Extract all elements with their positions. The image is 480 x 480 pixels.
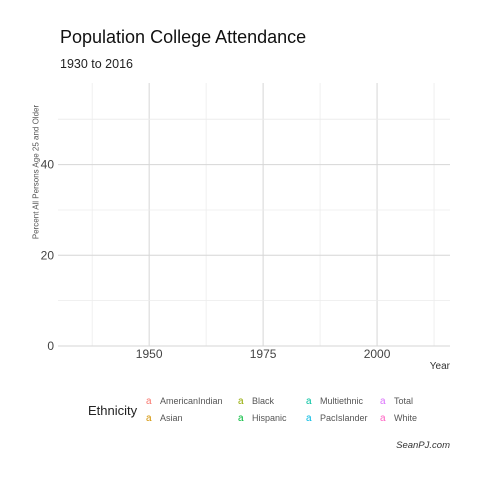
legend-item: a Multiethnic xyxy=(306,393,363,409)
legend-key: a xyxy=(238,411,252,427)
legend-item: a Total xyxy=(380,393,413,409)
legend-item: a PacIslander xyxy=(306,410,368,426)
legend-item: a White xyxy=(380,410,417,426)
legend-key: a xyxy=(306,411,320,427)
x-tick-label: 2000 xyxy=(364,347,391,361)
legend-item: a Asian xyxy=(146,410,183,426)
legend-label: Black xyxy=(252,396,274,406)
x-axis-label: Year xyxy=(430,361,450,372)
legend-key: a xyxy=(380,411,394,427)
legend-label: Hispanic xyxy=(252,413,287,423)
legend-key: a xyxy=(238,394,252,410)
legend-key: a xyxy=(380,394,394,410)
legend-label: PacIslander xyxy=(320,413,368,423)
y-tick-label: 0 xyxy=(47,339,54,353)
x-tick-label: 1975 xyxy=(250,347,277,361)
legend-key: a xyxy=(306,394,320,410)
grid xyxy=(58,83,450,346)
legend-key: a xyxy=(146,394,160,410)
legend-item: a Hispanic xyxy=(238,410,287,426)
legend-label: Total xyxy=(394,396,413,406)
legend-label: Asian xyxy=(160,413,183,423)
x-tick-label: 1950 xyxy=(136,347,163,361)
legend-label: White xyxy=(394,413,417,423)
legend-title: Ethnicity xyxy=(88,403,137,418)
credit-text: SeanPJ.com xyxy=(396,440,450,451)
legend-label: AmericanIndian xyxy=(160,396,223,406)
axis-ticks: 1950 1975 2000 0 20 40 xyxy=(41,158,391,361)
legend-key: a xyxy=(146,411,160,427)
legend-item: a Black xyxy=(238,393,274,409)
y-tick-label: 40 xyxy=(41,158,55,172)
legend-item: a AmericanIndian xyxy=(146,393,223,409)
y-tick-label: 20 xyxy=(41,248,55,262)
legend-label: Multiethnic xyxy=(320,396,363,406)
